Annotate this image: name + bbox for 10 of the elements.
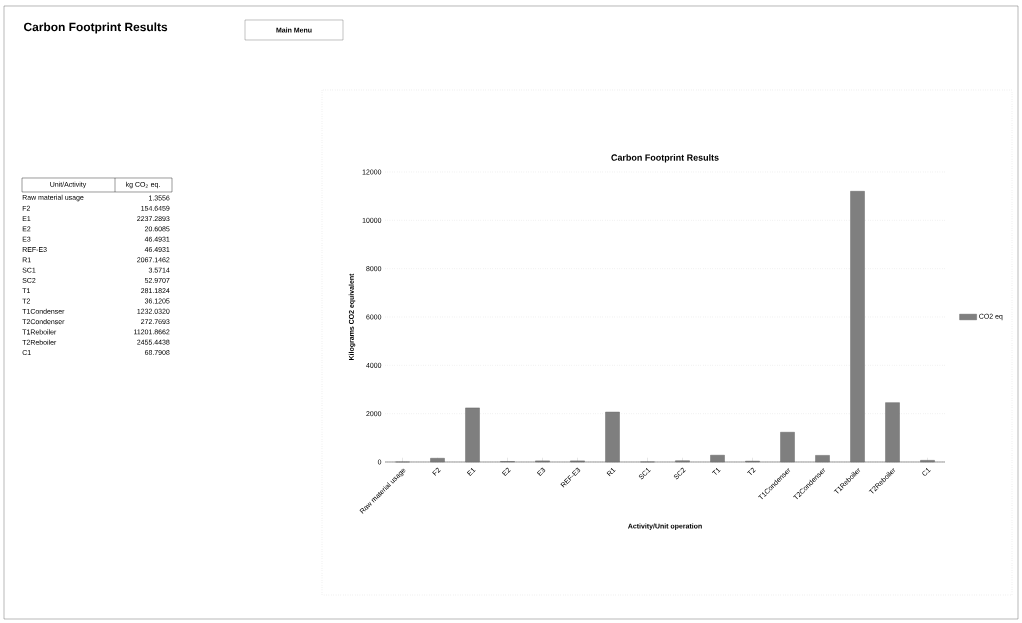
bar: [850, 191, 865, 463]
chart-title: Carbon Footprint Results: [611, 154, 719, 163]
text: Carbon Footprint Results: [24, 22, 168, 34]
bar: [430, 458, 445, 463]
bar: [710, 455, 725, 463]
bar: [605, 411, 620, 463]
bar: [465, 407, 480, 463]
bar: [885, 402, 900, 463]
bar: [815, 455, 830, 463]
bar: [780, 432, 795, 463]
